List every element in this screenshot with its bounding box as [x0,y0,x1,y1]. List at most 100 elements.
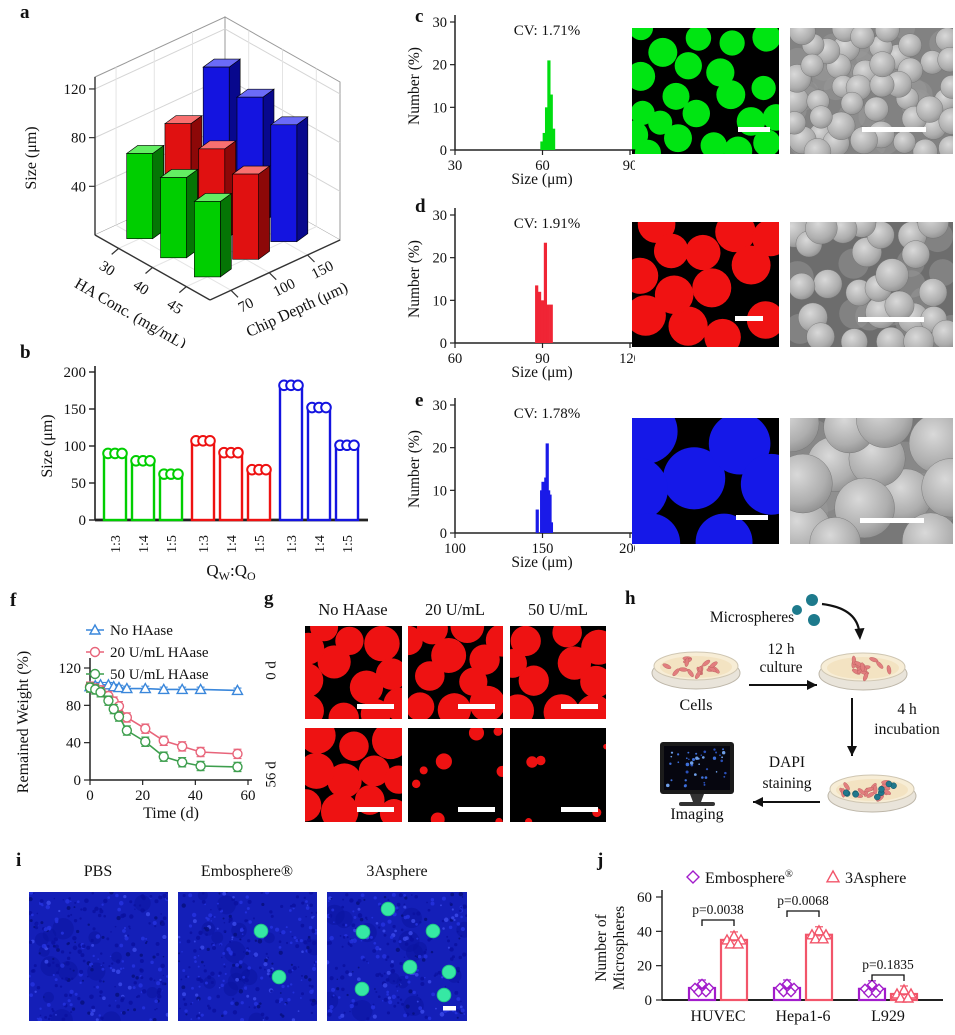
svg-text:200: 200 [64,365,87,381]
svg-text:70: 70 [236,295,257,316]
svg-text:0: 0 [440,336,447,352]
panel-i-caption-pbs: PBS [83,863,113,880]
panel-d-fluorescence-image [632,222,779,347]
panel-c-histogram: 0 10 20 30 Number (%) 30 60 90 Size (μm) CV: 1.71… [406,15,635,188]
svg-text:10: 10 [433,100,448,116]
svg-text:1:4: 1:4 [225,535,240,553]
svg-text:30: 30 [96,258,117,280]
panel-c-label: c [415,6,424,27]
svg-text:Size (μm): Size (μm) [511,171,572,188]
svg-text:1:4: 1:4 [137,535,152,553]
panel-g-label: g [264,588,274,609]
svg-text:Size (μm): Size (μm) [511,554,572,571]
svg-text:0: 0 [86,788,94,804]
panel-j-grouped-bar-chart: 0 20 40 60 Number of Microspheres Embosphere® 3… [593,869,943,1025]
panel-g-image-0d-20uml [408,626,503,719]
panel-j-label: j [597,850,604,871]
svg-text:40: 40 [130,277,151,299]
panel-i-caption-embosphere: Embosphere® [200,863,294,880]
panel-e-histogram: 0 10 20 30 Number (%) 100 150 200 Size (μm) CV: 1… [406,398,635,571]
panel-f-x-axis-title: Time (d) [143,805,199,822]
panel-j-y-axis-title-2: Microspheres [611,906,628,990]
svg-text:1:3: 1:3 [109,535,124,553]
svg-text:10: 10 [433,293,448,309]
cv-annotation-e: CV: 1.78% [514,406,580,422]
panel-b-label: b [20,342,31,363]
microspheres-label: Microspheres [710,609,794,626]
svg-text:0: 0 [645,993,653,1009]
imaging-label: Imaging [670,806,723,823]
panel-b-x-axis-title: QW:QO [206,561,256,583]
scale-bar [858,317,924,322]
panel-g-row-label-2: 56 d [263,761,280,788]
svg-text:120: 120 [59,661,82,677]
svg-text:0: 0 [79,513,87,529]
panel-g-col-header-2: 20 U/mL [424,600,486,619]
svg-text:120: 120 [64,82,87,98]
legend-embosphere: Embosphere® [705,869,793,887]
panel-e-fluorescence-image [632,418,779,544]
svg-text:Number (%): Number (%) [406,47,423,125]
panel-f-y-axis-title: Remained Weight (%) [15,651,32,793]
svg-text:60: 60 [535,158,550,174]
panel-i-label: i [16,850,22,871]
svg-text:100: 100 [444,541,466,557]
svg-text:1:5: 1:5 [341,535,356,553]
svg-text:100: 100 [64,439,87,455]
microsphere-icon [806,594,818,606]
svg-text:40: 40 [637,924,652,940]
microsphere-icon [792,605,802,615]
svg-text:4 h: 4 h [897,701,917,718]
svg-text:60: 60 [241,788,256,804]
scale-bar [862,127,926,132]
svg-text:30: 30 [433,15,448,31]
svg-text:incubation: incubation [874,721,940,738]
legend-3asphere: 3Asphere [845,870,906,887]
microsphere-dot [402,959,418,975]
scale-bar [738,127,770,132]
scale-bar [735,316,763,321]
panel-b-y-axis-title: Size (μm) [39,414,56,477]
microsphere-dot [436,987,452,1003]
svg-text:40: 40 [188,788,203,804]
svg-text:50: 50 [71,476,86,492]
microsphere-dot [354,981,370,997]
scale-bar [357,704,394,709]
svg-text:Number (%): Number (%) [406,240,423,318]
p-value-1: p=0.0068 [777,893,829,908]
p-value-0: p=0.0038 [692,902,744,917]
cv-annotation-d: CV: 1.91% [514,216,580,232]
panel-a-label: a [20,2,30,23]
scale-bar [458,807,495,812]
panel-g-col-header-1: No HAase [318,600,388,619]
svg-text:20: 20 [135,788,150,804]
panel-d-sem-image [790,222,953,347]
svg-text:80: 80 [71,131,86,147]
svg-text:30: 30 [433,208,448,224]
panel-d-label: d [415,196,426,217]
microsphere-dot [380,901,396,917]
panel-h-label: h [625,588,636,609]
panel-g-image-0d-no-haase [305,626,402,719]
panel-j-y-axis-title-1: Number of [593,913,610,981]
svg-text:1:4: 1:4 [313,535,328,553]
category-label-2: L929 [871,1008,905,1025]
scale-bar [561,807,598,812]
microsphere-dot [253,923,269,939]
svg-text:1:5: 1:5 [253,535,268,553]
panel-f-line-chart: 0 40 80 120 Remained Weight (%) 0 20 40 60 Time (… [15,623,256,822]
scale-bar [561,704,598,709]
svg-text:30: 30 [433,398,448,414]
svg-text:1:3: 1:3 [197,535,212,553]
panel-g-col-header-3: 50 U/mL [527,600,589,619]
microsphere-icon [808,614,820,626]
svg-text:80: 80 [66,698,81,714]
svg-text:200: 200 [619,541,635,557]
legend-item-0: No HAase [110,623,173,639]
panel-g-image-56d-20uml [408,728,503,822]
panel-e-sem-image [790,418,953,544]
panel-g-row-label-1: 0 d [263,661,280,680]
svg-text:0: 0 [440,143,447,159]
